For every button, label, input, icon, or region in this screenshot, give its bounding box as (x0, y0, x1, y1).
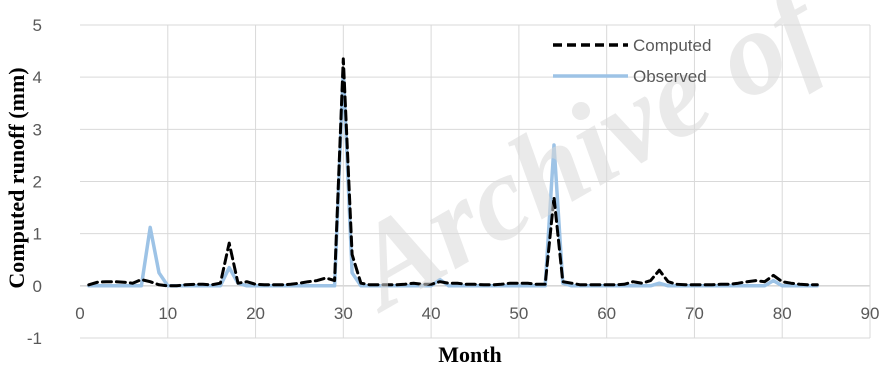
y-tick-label: 4 (33, 68, 42, 87)
y-tick-label: 0 (33, 277, 42, 296)
x-tick-label: 50 (509, 304, 528, 323)
y-tick-label: 1 (33, 225, 42, 244)
series-line-computed (87, 57, 819, 288)
y-tick-label: -1 (27, 329, 42, 348)
y-tick-label: 5 (33, 16, 42, 35)
y-tick-label: 2 (33, 173, 42, 192)
x-tick-label: 0 (75, 304, 84, 323)
series-lines (87, 57, 820, 288)
x-tick-label: 90 (861, 304, 880, 323)
legend-label-computed: Computed (633, 36, 711, 55)
x-tick-label: 60 (597, 304, 616, 323)
x-axis-title: Month (438, 342, 502, 367)
x-tick-label: 10 (158, 304, 177, 323)
legend-label-observed: Observed (633, 67, 707, 86)
x-tick-labels: 0 10 20 30 40 50 60 70 80 90 (75, 304, 879, 323)
x-tick-label: 80 (773, 304, 792, 323)
x-tick-label: 70 (685, 304, 704, 323)
y-tick-labels: -1 0 1 2 3 4 5 (27, 16, 42, 348)
x-tick-label: 20 (246, 304, 265, 323)
x-tick-label: 40 (422, 304, 441, 323)
x-tick-label: 30 (334, 304, 353, 323)
legend: Computed Observed (553, 36, 711, 86)
y-axis-title: Computed runoff (mm) (4, 67, 29, 288)
y-tick-label: 3 (33, 120, 42, 139)
